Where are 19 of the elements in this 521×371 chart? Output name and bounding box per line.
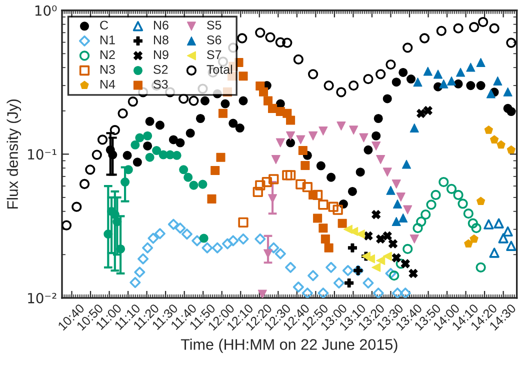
legend-label: N8 [154, 35, 168, 44]
legend-label: S6 [207, 35, 222, 44]
y-axis-title: Flux density (Jy) [6, 99, 22, 208]
legend-label: N9 [154, 50, 168, 60]
legend-label: S7 [207, 50, 222, 60]
legend-label: N4 [100, 80, 116, 89]
legend-label: Total [206, 64, 232, 74]
legend-label: N3 [100, 65, 115, 74]
legend-label: S2 [154, 65, 168, 74]
legend-label: S5 [207, 20, 222, 30]
legend-label: C [100, 20, 108, 30]
legend-label: N2 [100, 50, 115, 59]
legend-label: N1 [100, 36, 115, 44]
y-tick-label: 10⁻¹ [28, 149, 56, 160]
legend-label: N6 [154, 20, 168, 30]
y-tick-label: 10⁻² [28, 292, 56, 304]
legend-label: S3 [154, 80, 168, 89]
y-tick-label: 10⁰ [35, 5, 57, 16]
x-axis-title: Time (HH:MM on 22 June 2015) [180, 338, 398, 353]
